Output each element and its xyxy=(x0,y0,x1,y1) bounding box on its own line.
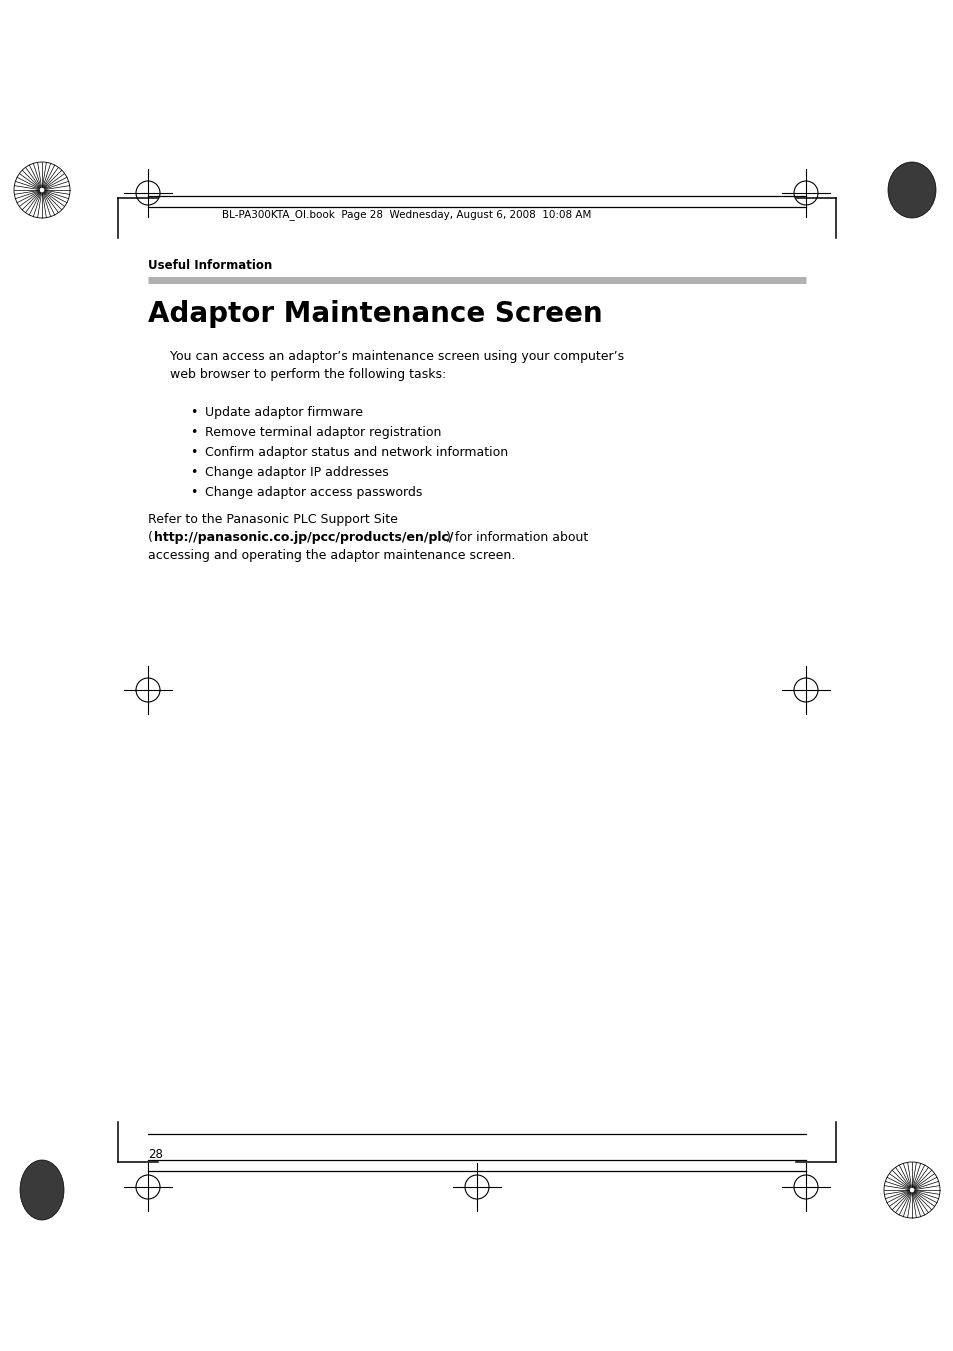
Text: You can access an adaptor’s maintenance screen using your computer’s: You can access an adaptor’s maintenance … xyxy=(170,350,623,363)
Text: •: • xyxy=(190,426,197,439)
Text: Confirm adaptor status and network information: Confirm adaptor status and network infor… xyxy=(205,446,508,459)
Text: accessing and operating the adaptor maintenance screen.: accessing and operating the adaptor main… xyxy=(148,549,515,562)
Text: (: ( xyxy=(148,531,152,544)
Text: Useful Information: Useful Information xyxy=(148,259,272,272)
Text: Refer to the Panasonic PLC Support Site: Refer to the Panasonic PLC Support Site xyxy=(148,513,397,526)
Text: •: • xyxy=(190,407,197,419)
Text: 28: 28 xyxy=(148,1148,163,1161)
Text: •: • xyxy=(190,446,197,459)
Text: web browser to perform the following tasks:: web browser to perform the following tas… xyxy=(170,367,446,381)
Text: ) for information about: ) for information about xyxy=(446,531,588,544)
Text: Remove terminal adaptor registration: Remove terminal adaptor registration xyxy=(205,426,441,439)
Text: BL-PA300KTA_OI.book  Page 28  Wednesday, August 6, 2008  10:08 AM: BL-PA300KTA_OI.book Page 28 Wednesday, A… xyxy=(222,209,591,220)
Text: http://panasonic.co.jp/pcc/products/en/plc/: http://panasonic.co.jp/pcc/products/en/p… xyxy=(153,531,453,544)
Text: Change adaptor IP addresses: Change adaptor IP addresses xyxy=(205,466,388,480)
Ellipse shape xyxy=(887,162,935,218)
Text: Adaptor Maintenance Screen: Adaptor Maintenance Screen xyxy=(148,300,602,328)
Text: •: • xyxy=(190,466,197,480)
Text: Update adaptor firmware: Update adaptor firmware xyxy=(205,407,363,419)
Ellipse shape xyxy=(20,1161,64,1220)
Text: Change adaptor access passwords: Change adaptor access passwords xyxy=(205,486,422,499)
Text: •: • xyxy=(190,486,197,499)
